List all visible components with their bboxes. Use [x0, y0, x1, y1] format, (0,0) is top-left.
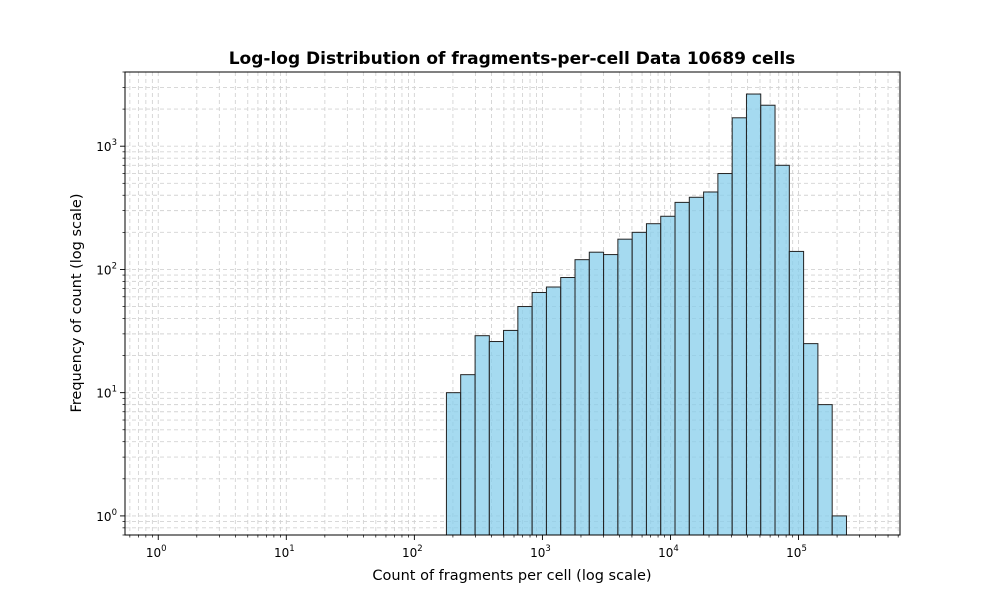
histogram-bar — [517, 306, 533, 536]
histogram-bar — [645, 223, 662, 536]
histogram-bar — [460, 374, 476, 536]
y-tick-label: 102 — [96, 261, 117, 277]
histogram-bar — [545, 286, 562, 536]
histogram-bar — [474, 335, 490, 536]
histogram-bar — [660, 215, 676, 536]
y-axis-label: Frequency of count (log scale) — [69, 193, 85, 412]
histogram-bar — [788, 250, 805, 536]
x-axis-label: Count of fragments per cell (log scale) — [372, 568, 651, 584]
x-tick-label: 101 — [274, 544, 295, 560]
x-tick-label: 102 — [402, 544, 423, 560]
histogram-bar — [717, 173, 733, 536]
histogram-bar — [603, 254, 619, 536]
histogram-bar — [831, 515, 847, 536]
histogram-bar — [803, 343, 819, 536]
histogram-bar — [503, 329, 519, 536]
histogram-bar — [817, 404, 833, 536]
histogram-bar — [774, 164, 790, 536]
histogram-bar — [617, 238, 633, 536]
histogram-bar — [688, 196, 705, 536]
histogram-bar — [488, 341, 505, 536]
y-tick-label: 103 — [96, 138, 117, 154]
histogram-bar — [703, 191, 719, 536]
histogram-bars — [445, 93, 847, 536]
histogram-bar — [588, 251, 605, 536]
x-tick-label: 100 — [146, 544, 167, 560]
y-tick-label: 100 — [96, 508, 117, 524]
axis-ticks: 100 101 102 103 104 105 100 101 102 103 — [96, 71, 899, 560]
histogram-bar — [745, 93, 762, 536]
histogram-bar — [574, 259, 590, 536]
plot-frame — [124, 71, 901, 536]
histogram-bar — [560, 277, 576, 536]
y-tick-label: 101 — [96, 385, 117, 401]
histogram-bar — [760, 104, 776, 536]
histogram-bar — [731, 117, 747, 536]
histogram-bar — [631, 231, 647, 536]
chart-title: Log-log Distribution of fragments-per-ce… — [229, 49, 796, 69]
x-tick-label: 103 — [530, 544, 551, 560]
x-tick-label: 104 — [658, 544, 679, 560]
x-tick-label: 105 — [786, 544, 807, 560]
histogram-bar — [531, 291, 547, 536]
histogram-bar — [674, 201, 690, 536]
histogram-bar — [445, 392, 462, 536]
